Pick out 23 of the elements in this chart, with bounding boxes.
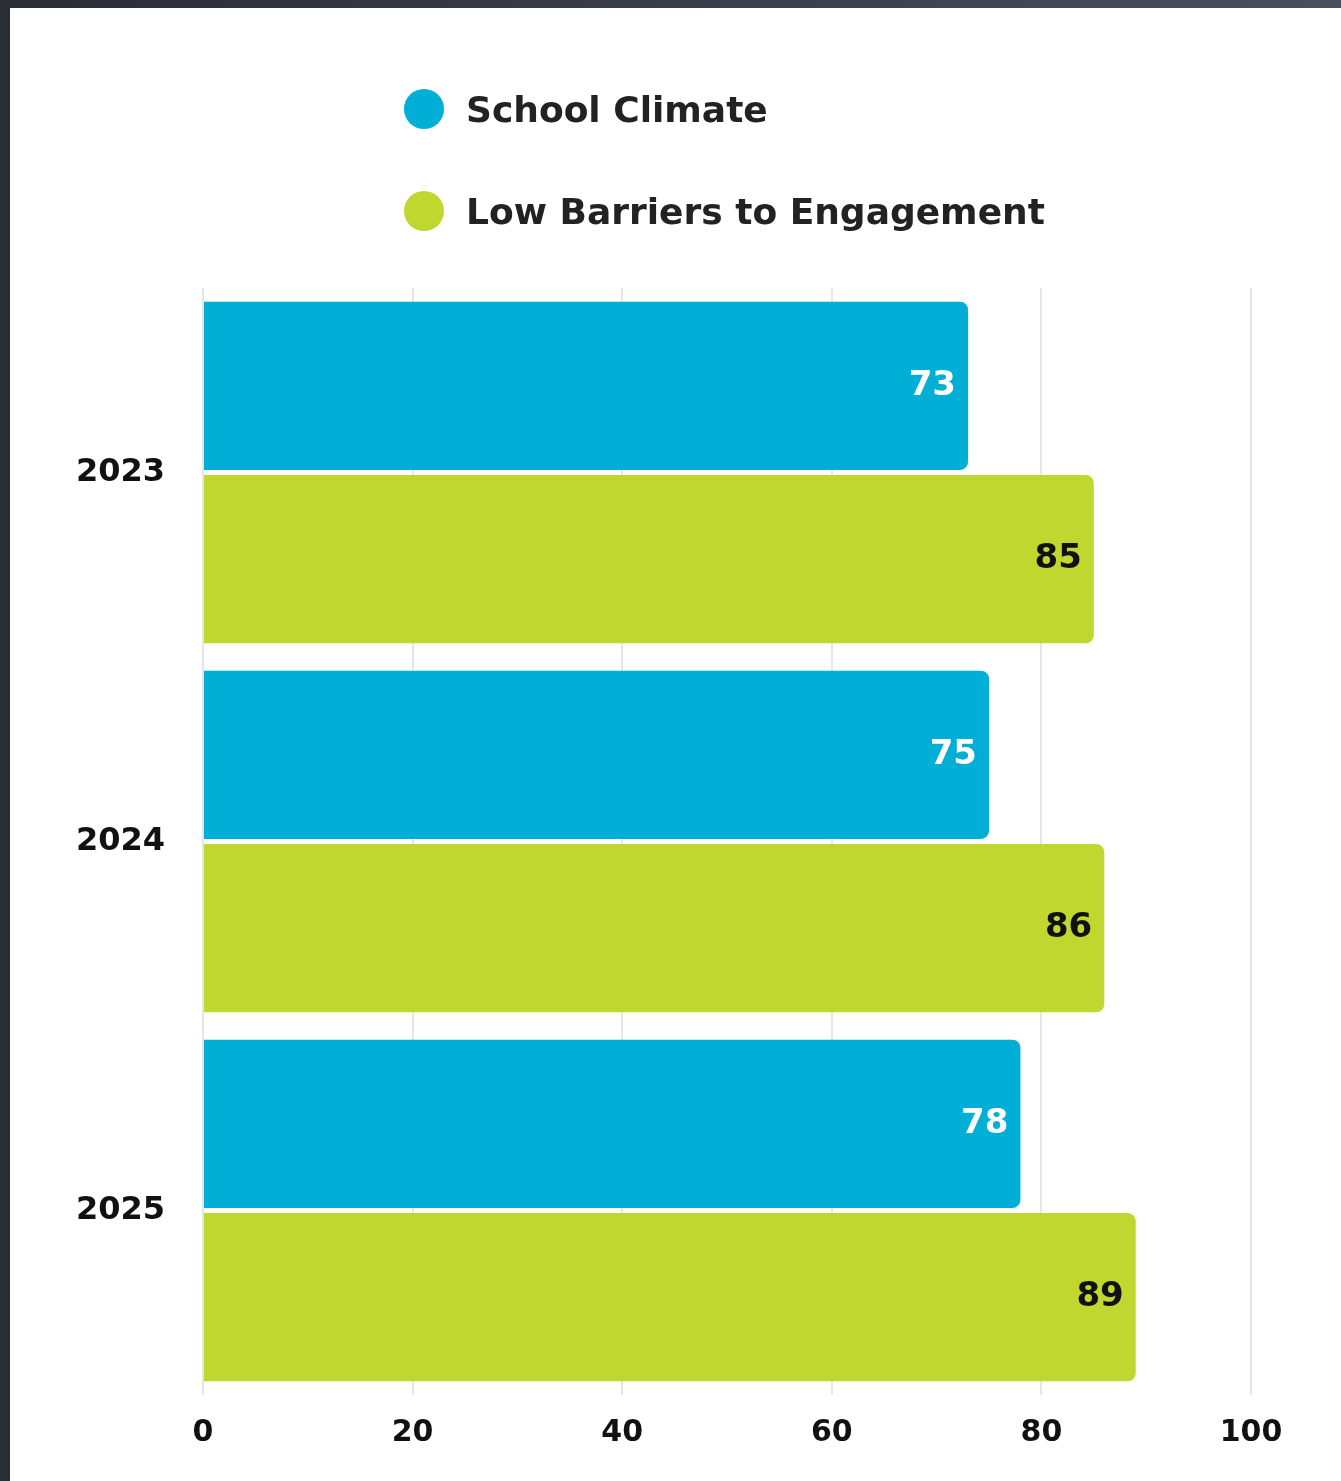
x-tick-label: 60 (810, 1412, 853, 1448)
bar (204, 1039, 1021, 1208)
bar (204, 475, 1094, 644)
bar (204, 844, 1105, 1013)
y-tick-label: 2023 (75, 450, 165, 489)
x-tick-label: 20 (391, 1412, 434, 1448)
data-label: 89 (1076, 1274, 1124, 1315)
data-label: 73 (908, 362, 957, 403)
y-tick-label: 2025 (75, 1188, 165, 1227)
data-label: 85 (1034, 536, 1082, 577)
bar (204, 670, 989, 839)
data-label: 75 (929, 731, 977, 772)
x-tick-label: 0 (192, 1412, 214, 1448)
legend-label: Low Barriers to Engagement (466, 190, 1045, 232)
data-label: 86 (1044, 905, 1093, 946)
x-tick-label: 40 (601, 1412, 644, 1448)
bar (204, 1213, 1136, 1382)
bar (204, 301, 969, 470)
y-tick-label: 2024 (75, 819, 165, 858)
legend-label: School Climate (466, 88, 768, 130)
data-label: 78 (961, 1100, 1009, 1141)
x-tick-label: 100 (1219, 1412, 1283, 1448)
x-tick-label: 80 (1020, 1412, 1063, 1448)
